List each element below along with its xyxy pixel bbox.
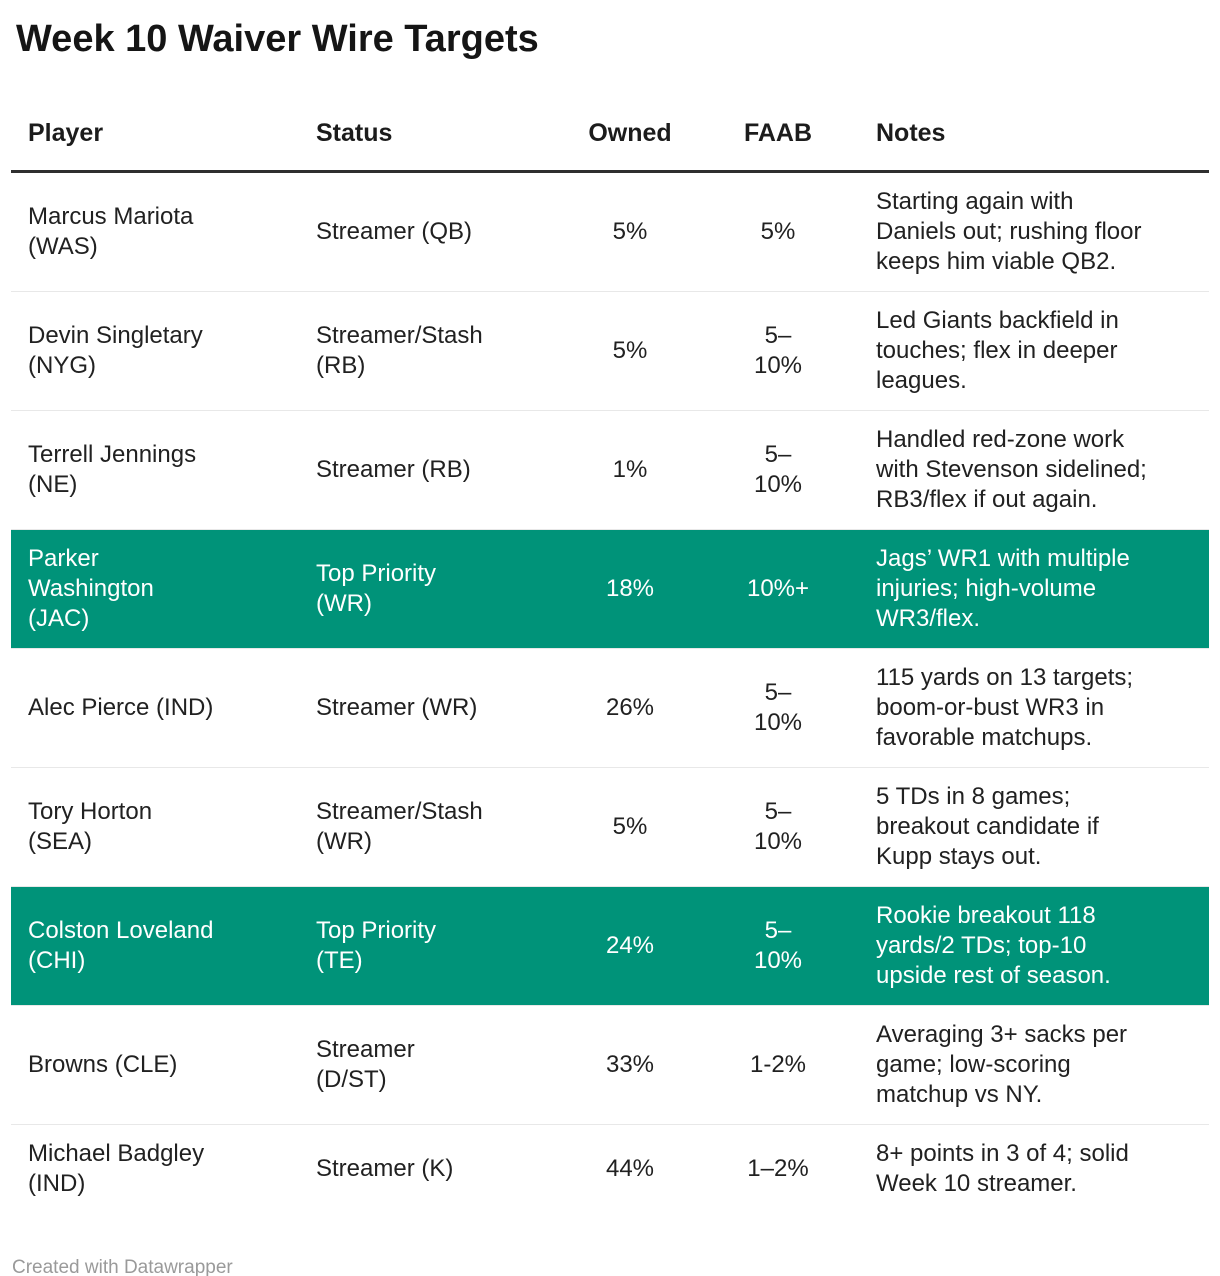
table-row-highlighted: Colston Loveland (CHI) Top Priority (TE)… <box>11 886 1209 1006</box>
status-cell: Streamer (QB) <box>316 217 473 245</box>
notes-cell: Starting again with Daniels out; rushing… <box>876 187 1142 275</box>
notes-cell: Jags’ WR1 with multiple injuries; high-v… <box>876 544 1130 632</box>
player-cell: Marcus Mariota (WAS) <box>28 202 194 260</box>
owned-cell: 1% <box>612 455 648 483</box>
notes-cell: 115 yards on 13 targets; boom-or-bust WR… <box>876 663 1134 751</box>
player-cell: Parker Washington (JAC) <box>28 544 154 632</box>
datawrapper-attribution: Created with Datawrapper <box>12 1256 233 1276</box>
owned-cell: 5% <box>612 336 648 364</box>
table-row: Marcus Mariota (WAS) Streamer (QB) 5% 5%… <box>11 171 1209 292</box>
table-row: Devin Singletary (NYG) Streamer/Stash (R… <box>11 291 1209 411</box>
owned-cell: 24% <box>605 931 655 959</box>
faab-cell: 5% <box>760 217 796 245</box>
column-header-notes: Notes <box>841 71 1209 173</box>
player-cell: Alec Pierce (IND) <box>28 693 214 721</box>
column-header-player: Player <box>11 71 299 173</box>
notes-cell: Led Giants backfield in touches; flex in… <box>876 306 1119 394</box>
status-cell: Streamer (K) <box>316 1154 454 1182</box>
table-row: Terrell Jennings (NE) Streamer (RB) 1% 5… <box>11 410 1209 530</box>
table-header: Player Status Owned FAAB Notes <box>11 71 1209 173</box>
status-cell: Streamer (RB) <box>316 455 471 483</box>
status-cell: Top Priority (TE) <box>316 916 437 974</box>
notes-cell: 5 TDs in 8 games; breakout candidate if … <box>876 782 1099 870</box>
waiver-targets-table: Player Status Owned FAAB Notes Marcus Ma… <box>11 71 1209 1213</box>
table-row-highlighted: Parker Washington (JAC) Top Priority (WR… <box>11 529 1209 649</box>
table-body: Marcus Mariota (WAS) Streamer (QB) 5% 5%… <box>11 171 1209 1213</box>
notes-cell: Rookie breakout 118 yards/2 TDs; top-10 … <box>876 901 1111 989</box>
column-header-owned: Owned <box>545 71 715 173</box>
faab-cell: 5–10% <box>753 321 803 379</box>
notes-cell: Handled red-zone work with Stevenson sid… <box>876 425 1147 513</box>
player-cell: Terrell Jennings (NE) <box>28 440 197 498</box>
player-cell: Michael Badgley (IND) <box>28 1139 205 1197</box>
faab-cell: 1–2% <box>747 1154 809 1182</box>
owned-cell: 33% <box>605 1050 655 1078</box>
player-cell: Colston Loveland (CHI) <box>28 916 214 974</box>
faab-cell: 10%+ <box>746 574 810 602</box>
page-title: Week 10 Waiver Wire Targets <box>16 18 539 60</box>
notes-cell: Averaging 3+ sacks per game; low-scoring… <box>876 1020 1128 1108</box>
owned-cell: 5% <box>612 812 648 840</box>
table-row: Browns (CLE) Streamer (D/ST) 33% 1-2% Av… <box>11 1005 1209 1125</box>
owned-cell: 44% <box>605 1154 655 1182</box>
status-cell: Streamer/Stash (RB) <box>316 321 483 379</box>
player-cell: Browns (CLE) <box>28 1050 178 1078</box>
faab-cell: 5–10% <box>753 916 803 974</box>
status-cell: Streamer (WR) <box>316 693 478 721</box>
faab-cell: 1-2% <box>749 1050 807 1078</box>
status-cell: Top Priority (WR) <box>316 559 437 617</box>
table-row: Michael Badgley (IND) Streamer (K) 44% 1… <box>11 1124 1209 1213</box>
status-cell: Streamer/Stash (WR) <box>316 797 483 855</box>
status-cell: Streamer (D/ST) <box>316 1035 415 1093</box>
table-row: Tory Horton (SEA) Streamer/Stash (WR) 5%… <box>11 767 1209 887</box>
notes-cell: 8+ points in 3 of 4; solid Week 10 strea… <box>876 1139 1129 1197</box>
faab-cell: 5–10% <box>753 797 803 855</box>
owned-cell: 26% <box>605 693 655 721</box>
owned-cell: 5% <box>612 217 648 245</box>
column-header-faab: FAAB <box>715 71 841 173</box>
header-row: Player Status Owned FAAB Notes <box>11 71 1209 173</box>
faab-cell: 5–10% <box>753 678 803 736</box>
player-cell: Tory Horton (SEA) <box>28 797 153 855</box>
column-header-status: Status <box>299 71 545 173</box>
player-cell: Devin Singletary (NYG) <box>28 321 203 379</box>
owned-cell: 18% <box>605 574 655 602</box>
faab-cell: 5–10% <box>753 440 803 498</box>
table-row: Alec Pierce (IND) Streamer (WR) 26% 5–10… <box>11 648 1209 768</box>
